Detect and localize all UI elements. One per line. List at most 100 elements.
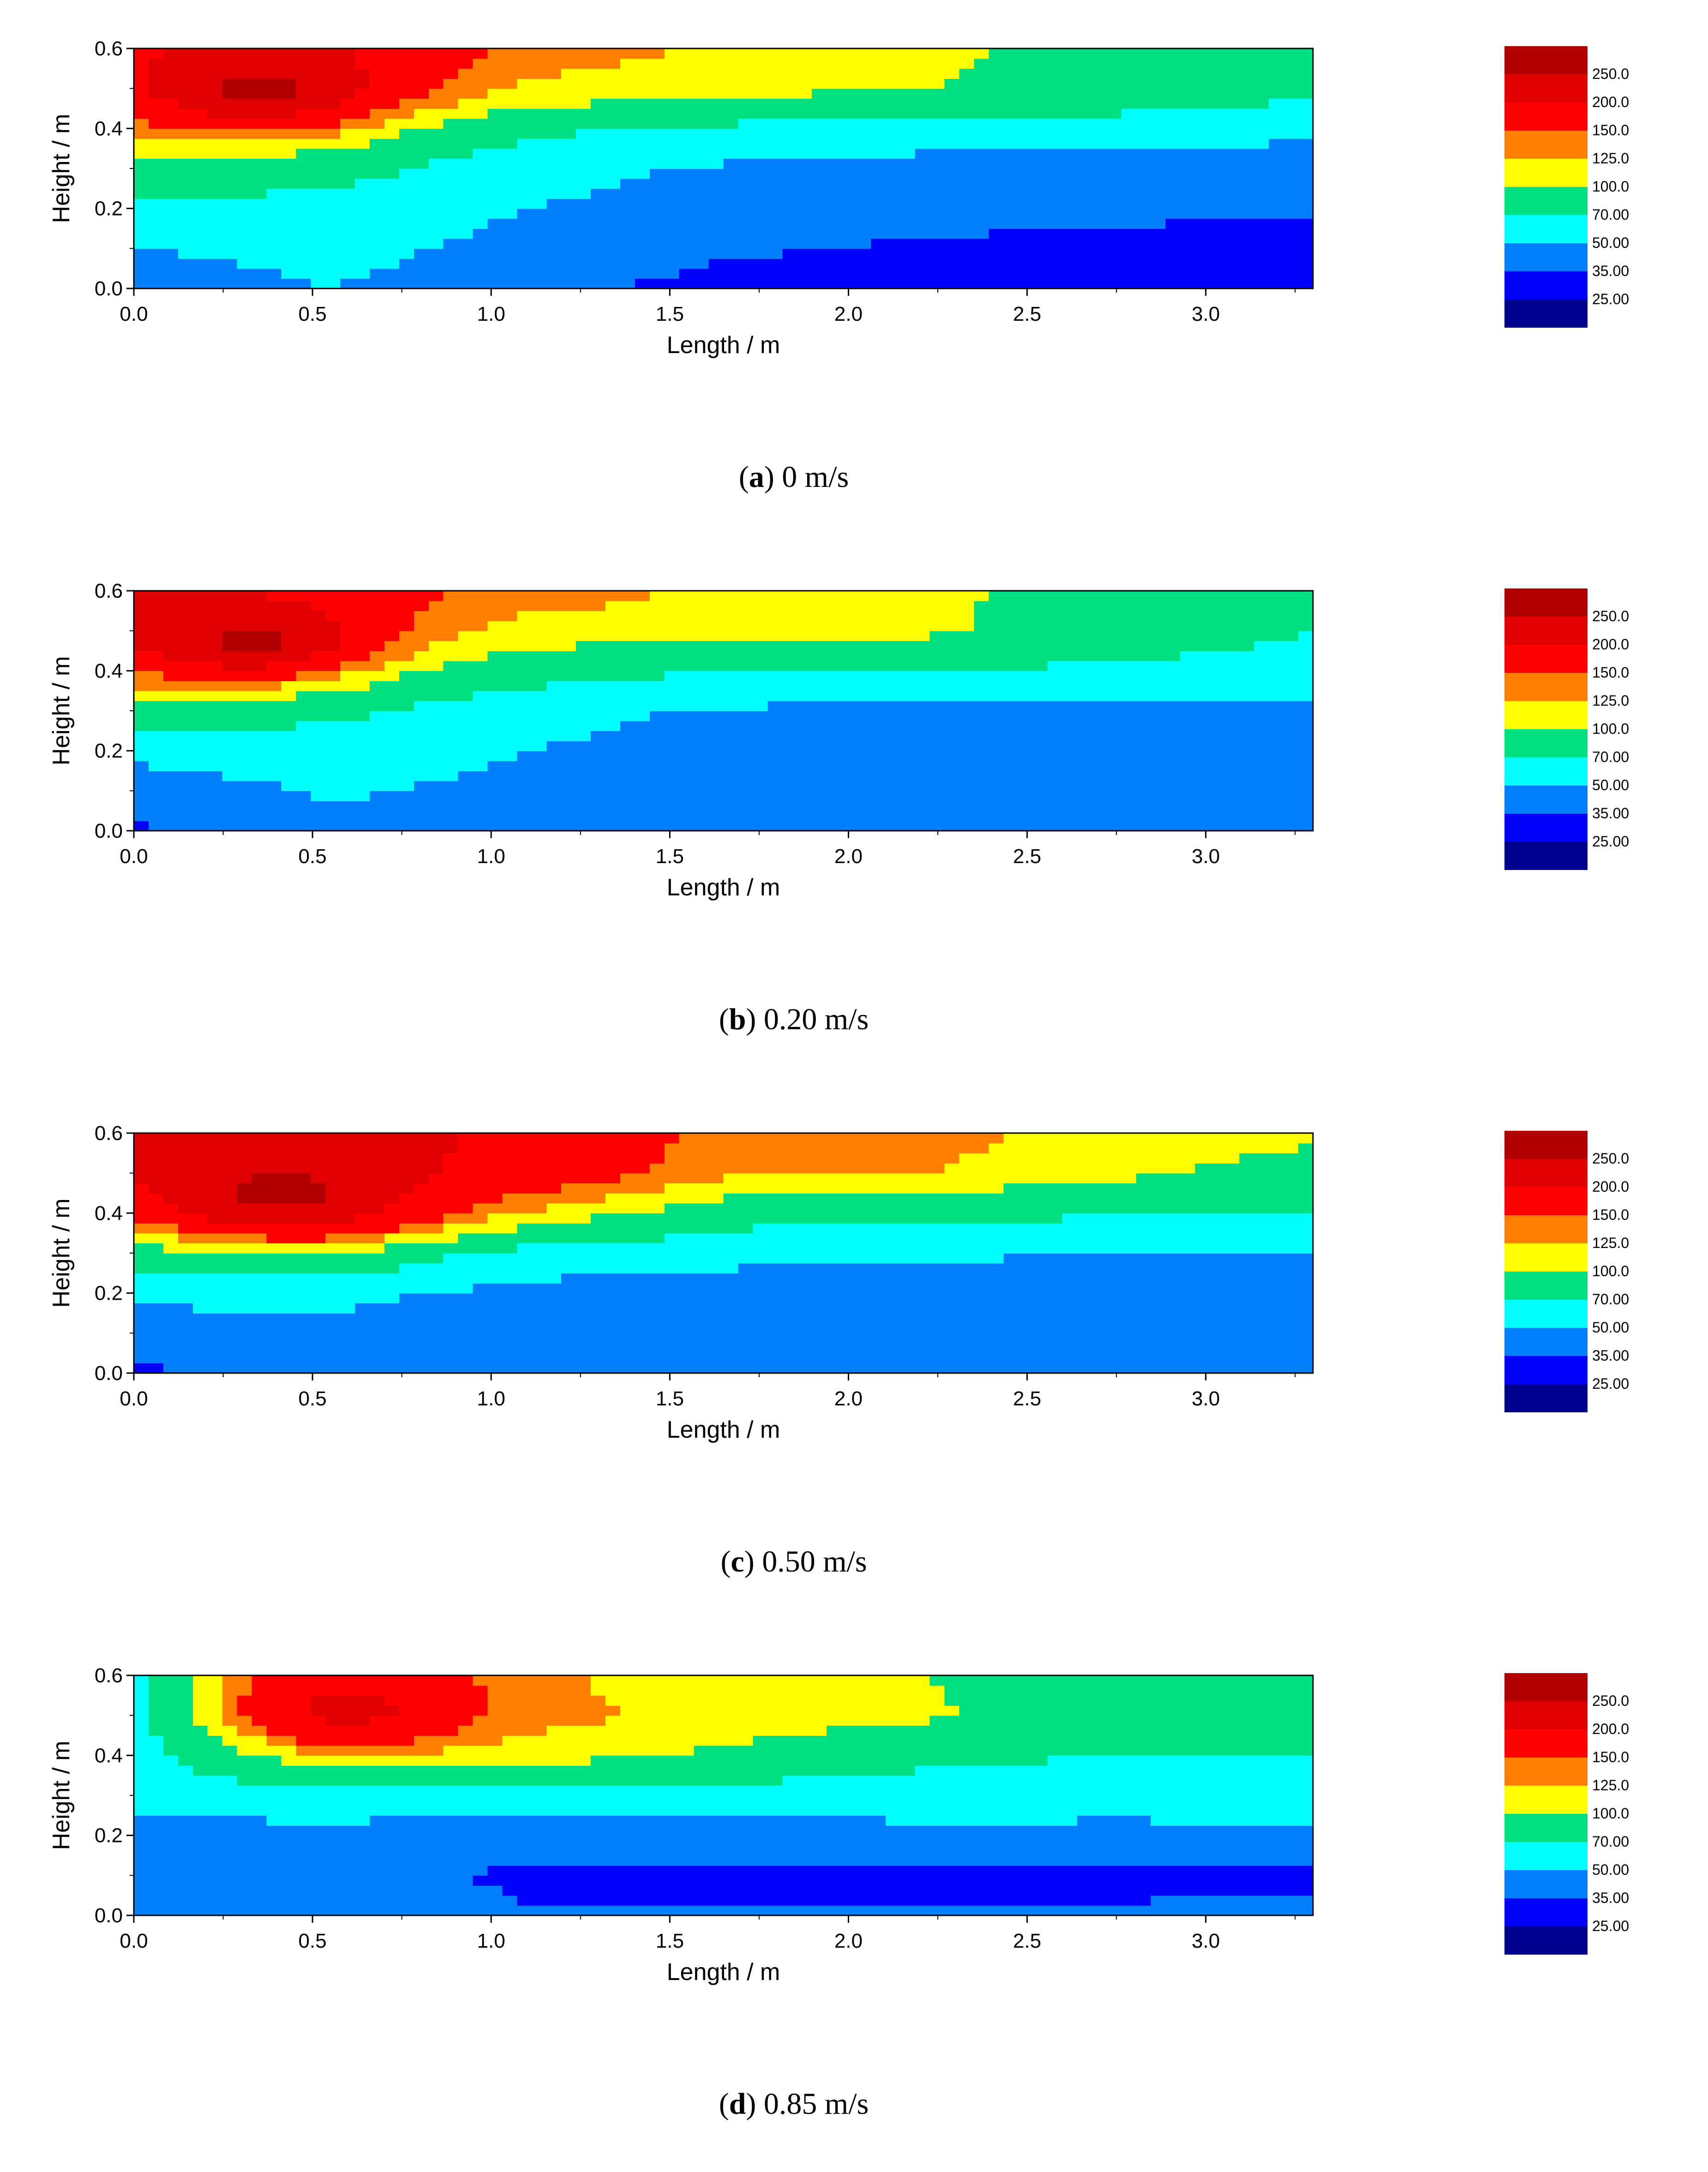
contour-cell bbox=[517, 771, 533, 781]
contour-cell bbox=[664, 278, 680, 289]
contour-cell bbox=[870, 761, 886, 771]
contour-cell bbox=[222, 711, 238, 721]
contour-cell bbox=[399, 780, 414, 792]
contour-cell bbox=[1018, 611, 1033, 621]
contour-cell bbox=[605, 1363, 621, 1374]
contour-cell bbox=[1180, 48, 1196, 59]
contour-cell bbox=[620, 1333, 635, 1344]
contour-cell bbox=[1151, 1333, 1166, 1344]
contour-cell bbox=[856, 761, 871, 771]
contour-cell bbox=[694, 681, 709, 691]
contour-cell bbox=[134, 1353, 149, 1364]
contour-cell bbox=[134, 48, 149, 59]
contour-cell bbox=[591, 228, 606, 239]
contour-cell bbox=[1033, 1313, 1048, 1324]
contour-cell bbox=[605, 118, 621, 129]
contour-cell bbox=[148, 651, 164, 661]
contour-cell bbox=[281, 780, 297, 792]
contour-cell bbox=[694, 821, 709, 831]
contour-cell bbox=[974, 641, 989, 651]
contour-cell bbox=[311, 1353, 326, 1364]
contour-cell bbox=[1091, 1273, 1107, 1284]
contour-cell bbox=[753, 1273, 768, 1284]
contour-cell bbox=[399, 1363, 414, 1374]
contour-cell bbox=[178, 1363, 193, 1374]
contour-cell bbox=[487, 600, 503, 612]
contour-cell bbox=[487, 1313, 503, 1324]
contour-cell bbox=[252, 228, 267, 239]
contour-cell bbox=[281, 158, 297, 169]
contour-cell bbox=[192, 600, 208, 612]
contour-cell bbox=[812, 720, 827, 732]
contour-cell bbox=[1091, 1343, 1107, 1354]
contour-cell bbox=[753, 780, 768, 792]
contour-cell bbox=[649, 731, 665, 741]
contour-cell bbox=[841, 690, 857, 702]
contour-cell bbox=[428, 48, 444, 59]
contour-cell bbox=[1180, 591, 1196, 601]
contour-cell bbox=[679, 761, 695, 771]
contour-cell bbox=[1210, 671, 1225, 681]
contour-cell bbox=[325, 128, 341, 139]
contour-cell bbox=[1048, 671, 1063, 681]
contour-cell bbox=[473, 1353, 488, 1364]
contour-cell bbox=[561, 268, 576, 279]
contour-cell bbox=[1048, 58, 1063, 69]
contour-cell bbox=[812, 1273, 827, 1284]
contour-cell bbox=[856, 1313, 871, 1324]
contour-cell bbox=[222, 78, 238, 89]
contour-cell bbox=[399, 681, 414, 691]
contour-cell bbox=[767, 88, 783, 99]
contour-cell bbox=[1269, 1343, 1284, 1354]
contour-cell bbox=[1195, 118, 1211, 129]
colorbar-label: 25.00 bbox=[1592, 833, 1629, 850]
contour-cell bbox=[738, 108, 754, 119]
contour-cell bbox=[473, 138, 488, 149]
contour-cell bbox=[1048, 208, 1063, 219]
contour-cell bbox=[708, 780, 724, 792]
contour-cell bbox=[281, 1253, 297, 1264]
contour-cell bbox=[296, 138, 312, 149]
contour-cell bbox=[281, 278, 297, 289]
contour-cell bbox=[1165, 278, 1181, 289]
contour-cell bbox=[591, 1353, 606, 1364]
contour-cell bbox=[1239, 198, 1255, 209]
contour-cell bbox=[458, 208, 473, 219]
contour-cell bbox=[841, 1343, 857, 1354]
contour-cell bbox=[148, 1283, 164, 1294]
contour-cell bbox=[827, 68, 842, 79]
contour-cell bbox=[473, 268, 488, 279]
contour-cell bbox=[561, 78, 576, 89]
contour-cell bbox=[1298, 681, 1313, 691]
contour-cell bbox=[679, 821, 695, 831]
contour-cell bbox=[870, 68, 886, 79]
contour-cell bbox=[192, 178, 208, 189]
contour-cell bbox=[900, 780, 916, 792]
contour-cell bbox=[370, 780, 385, 792]
contour-cell bbox=[414, 771, 429, 781]
contour-cell bbox=[370, 1333, 385, 1344]
contour-cell bbox=[252, 681, 267, 691]
contour-cell bbox=[384, 198, 400, 209]
contour-cell bbox=[517, 178, 533, 189]
contour-cell bbox=[649, 278, 665, 289]
contour-cell bbox=[281, 801, 297, 811]
contour-cell bbox=[134, 771, 149, 781]
contour-cell bbox=[266, 158, 282, 169]
contour-cell bbox=[1048, 128, 1063, 139]
contour-cell bbox=[1121, 88, 1137, 99]
contour-cell bbox=[605, 801, 621, 811]
contour-cell bbox=[192, 660, 208, 672]
contour-cell bbox=[782, 1283, 797, 1294]
contour-cell bbox=[929, 138, 945, 149]
contour-cell bbox=[532, 690, 547, 702]
contour-cell bbox=[679, 780, 695, 792]
contour-cell bbox=[1018, 208, 1033, 219]
contour-cell bbox=[148, 128, 164, 139]
contour-cell bbox=[1003, 750, 1019, 762]
contour-cell bbox=[1048, 238, 1063, 249]
contour-cell bbox=[708, 701, 724, 711]
contour-cell bbox=[635, 158, 650, 169]
contour-cell bbox=[237, 780, 252, 792]
contour-cell bbox=[767, 621, 783, 631]
